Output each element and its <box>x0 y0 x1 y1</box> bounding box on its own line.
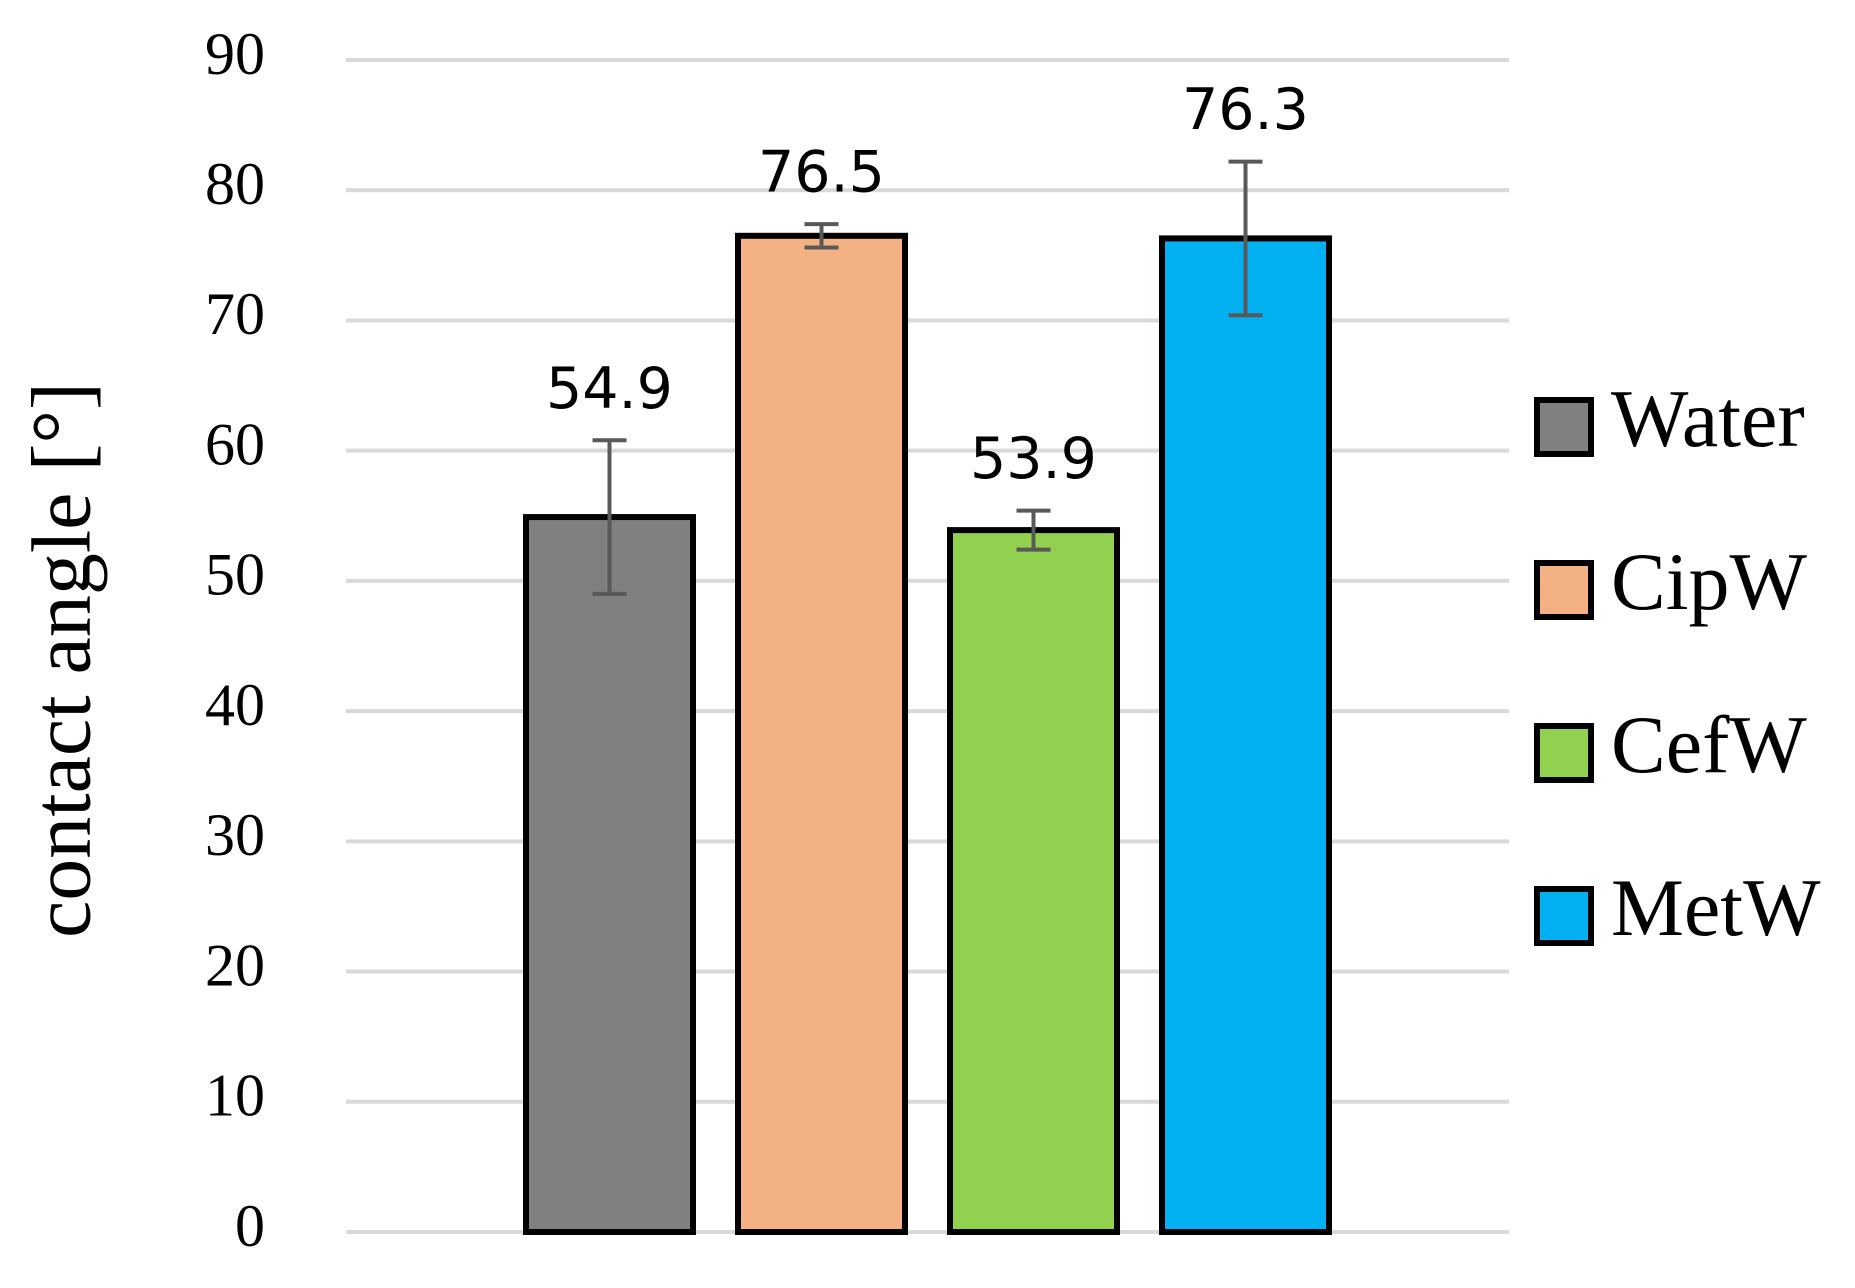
error-bar <box>804 222 839 250</box>
bar <box>1159 235 1332 1236</box>
error-bar <box>1228 159 1263 318</box>
y-axis-label: contact angle [°] <box>15 382 108 938</box>
bar <box>523 514 696 1235</box>
y-tick-label: 50 <box>205 542 265 608</box>
error-bar <box>592 438 627 596</box>
legend-swatch <box>1534 886 1594 946</box>
legend-label: MetW <box>1611 862 1821 953</box>
data-label: 54.9 <box>546 356 673 422</box>
legend-swatch <box>1534 560 1594 620</box>
y-tick-label: 70 <box>205 281 265 347</box>
y-tick-label: 80 <box>205 151 265 217</box>
y-tick-label: 60 <box>205 411 265 477</box>
y-tick-label: 90 <box>205 21 265 87</box>
y-tick-label: 0 <box>235 1193 265 1259</box>
data-label: 76.5 <box>758 140 885 206</box>
y-tick-label: 20 <box>205 932 265 998</box>
legend-label: CipW <box>1611 536 1807 627</box>
bar <box>735 232 908 1236</box>
y-tick-label: 40 <box>205 672 265 738</box>
bar <box>947 527 1120 1235</box>
legend-label: CefW <box>1611 699 1807 790</box>
data-label: 76.3 <box>1182 77 1309 143</box>
error-bar <box>1016 508 1051 552</box>
legend-label: Water <box>1611 373 1805 464</box>
data-label: 53.9 <box>970 426 1097 492</box>
legend-swatch <box>1534 723 1594 783</box>
legend-swatch <box>1534 397 1594 457</box>
y-tick-label: 30 <box>205 802 265 868</box>
y-tick-label: 10 <box>205 1063 265 1129</box>
